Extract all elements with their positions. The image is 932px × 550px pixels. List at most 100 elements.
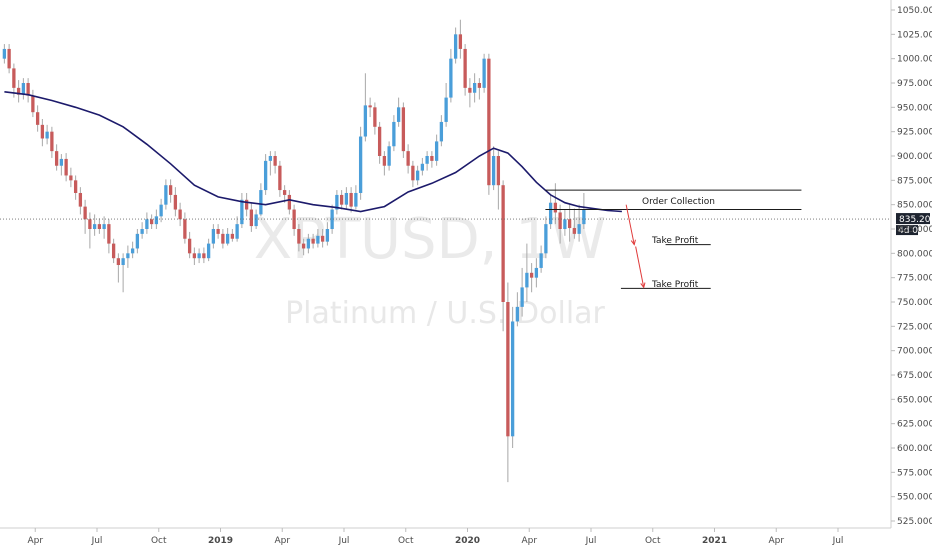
candle	[420, 157, 425, 176]
candle-body	[278, 165, 282, 191]
candle	[582, 192, 586, 229]
candle	[287, 190, 292, 215]
candle	[529, 263, 534, 293]
candle	[178, 202, 182, 227]
candle-body	[225, 233, 230, 244]
candle-body	[126, 253, 130, 259]
candle	[183, 212, 187, 244]
candle-body	[434, 141, 439, 161]
candle	[50, 126, 54, 158]
candle	[97, 218, 102, 234]
candle-body	[325, 229, 330, 242]
candle	[140, 222, 144, 239]
candle	[349, 187, 353, 213]
candle	[54, 144, 59, 171]
candle	[69, 167, 73, 188]
candle	[311, 233, 315, 249]
candle-body	[159, 204, 163, 217]
candle	[130, 241, 135, 259]
candle	[168, 179, 173, 203]
candle-body	[401, 107, 406, 152]
y-tick-label: 800.000	[897, 249, 932, 259]
candle-body	[287, 194, 292, 210]
candle-body	[425, 156, 429, 164]
candle	[35, 105, 40, 132]
candle-body	[363, 105, 368, 137]
candle	[159, 198, 163, 223]
candle-body	[444, 97, 448, 122]
candle-body	[301, 243, 306, 249]
candle-body	[268, 156, 273, 161]
candle-body	[339, 194, 344, 205]
candle-body	[135, 233, 140, 249]
candle	[21, 78, 26, 100]
candle	[202, 247, 206, 264]
candle	[197, 248, 201, 264]
candle-body	[45, 131, 49, 139]
candle-body	[525, 272, 529, 288]
candle	[78, 187, 83, 215]
candle	[92, 214, 97, 236]
candle	[487, 53, 491, 195]
x-tick-label: 2019	[208, 536, 233, 546]
candle-body	[121, 258, 125, 266]
candle-body	[354, 192, 358, 207]
y-tick-label: 900.000	[897, 152, 932, 162]
candle	[482, 53, 486, 93]
y-tick-label: 525.000	[897, 517, 932, 527]
candle	[64, 153, 68, 182]
candle-body	[306, 238, 311, 249]
candle-body	[26, 83, 30, 96]
y-tick-label: 950.000	[897, 103, 932, 113]
candle	[107, 219, 111, 254]
price-label-box	[896, 213, 930, 225]
candle-body	[377, 126, 382, 156]
candle	[12, 63, 16, 98]
watermark-symbol: XPTUSD, 1W	[254, 207, 607, 272]
y-tick-label: 575.000	[897, 468, 932, 478]
candle	[363, 73, 368, 142]
candle	[16, 80, 21, 103]
candle-body	[496, 156, 501, 186]
candle	[520, 267, 524, 317]
candle	[192, 247, 197, 266]
candle	[149, 214, 154, 229]
candle	[325, 222, 330, 246]
candle-body	[468, 87, 472, 93]
candle-body	[548, 202, 553, 225]
candle	[491, 146, 496, 191]
candle-body	[387, 146, 391, 166]
candle-body	[59, 158, 64, 166]
arrow-shaft	[625, 204, 635, 245]
candle-body	[202, 253, 206, 259]
candle-body	[102, 224, 106, 229]
candle	[358, 126, 363, 200]
arrow-head	[630, 239, 636, 246]
candle-body	[534, 267, 539, 278]
candle	[406, 144, 410, 174]
candle	[453, 27, 458, 64]
candle-body	[254, 214, 258, 227]
candle-body	[69, 175, 73, 181]
candle-body	[183, 219, 187, 239]
candle	[297, 224, 301, 252]
candle-body	[50, 131, 54, 152]
candle-body	[21, 83, 26, 95]
candle	[263, 154, 268, 195]
candle	[425, 151, 429, 171]
y-tick-label: 600.000	[897, 444, 932, 454]
candle-body	[463, 48, 467, 88]
candle-body	[563, 219, 567, 229]
candle	[206, 238, 211, 262]
candle-body	[501, 185, 505, 302]
candle-body	[406, 151, 410, 166]
candle	[430, 151, 434, 168]
x-tick-label: Apr	[521, 536, 537, 546]
candle	[102, 216, 106, 239]
candle	[2, 44, 7, 64]
candle-body	[97, 224, 102, 229]
y-tick-label: 1050.000	[897, 6, 932, 16]
candle	[354, 185, 358, 210]
candle-body	[411, 165, 415, 181]
